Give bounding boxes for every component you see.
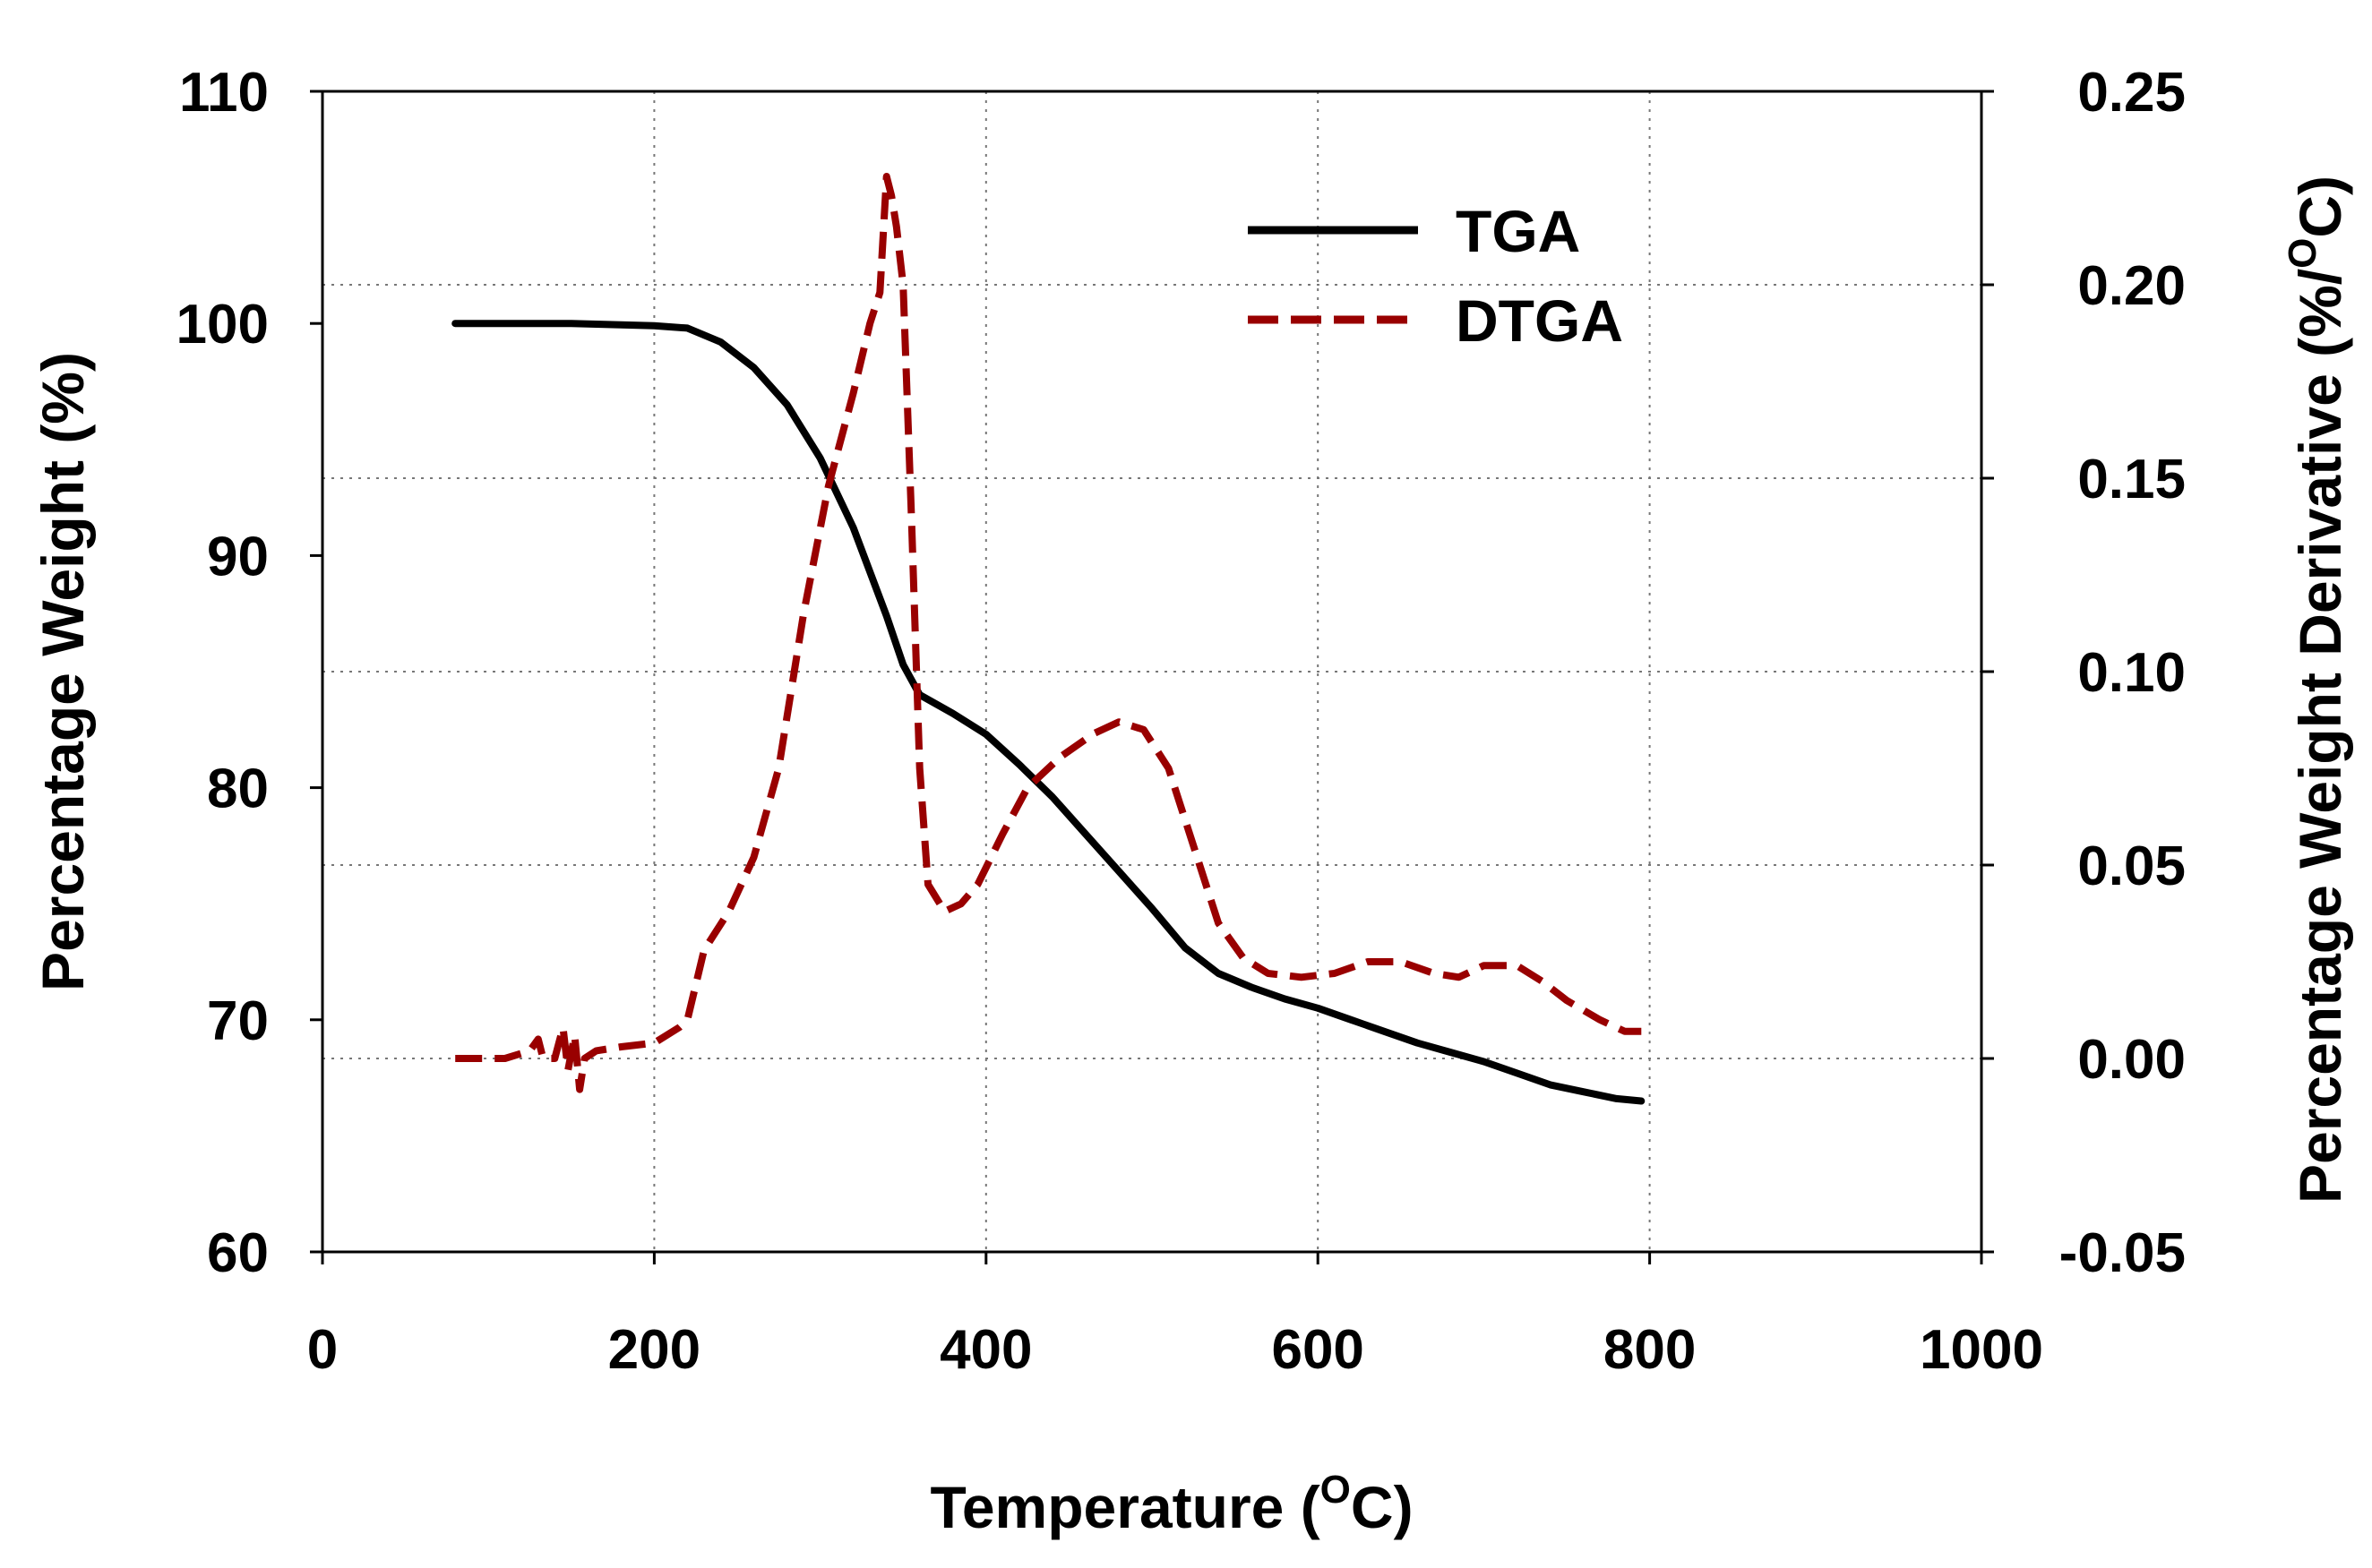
- y-right-tick-label: 0.20: [2077, 255, 2186, 317]
- y-right-tick-label: -0.05: [2059, 1222, 2186, 1284]
- x-tick-label: 1000: [1920, 1319, 2043, 1381]
- y-right-tick-label: 0.15: [2077, 449, 2186, 510]
- legend-label-dtga: DTGA: [1456, 287, 1623, 354]
- x-tick-label: 400: [940, 1319, 1032, 1381]
- y-right-tick-label: 0.25: [2077, 62, 2186, 124]
- x-tick-label: 800: [1603, 1319, 1696, 1381]
- series-lines: [451, 173, 1646, 1105]
- y-right-tick-label: 0.00: [2077, 1029, 2186, 1091]
- x-tick-label: 200: [608, 1319, 700, 1381]
- axes: 0 200 400 600 800 1000 60 70 80 90 100 110 -0.05 0.00…: [176, 62, 2186, 1381]
- y-left-tick-label: 70: [207, 990, 269, 1052]
- series-line-tga: [451, 320, 1646, 1105]
- y-left-tick-label: 100: [176, 294, 269, 356]
- y-left-tick-label: 90: [207, 526, 269, 587]
- x-tick-label: 600: [1271, 1319, 1363, 1381]
- grid: [322, 91, 1981, 1252]
- y-left-tick-label: 60: [207, 1222, 269, 1284]
- x-axis-title: Temperature (OC): [930, 1468, 1413, 1540]
- series-line-dtga: [455, 173, 1642, 1093]
- y-axis-left-title: Percentage Weight (%): [30, 352, 96, 991]
- legend-label-tga: TGA: [1456, 198, 1580, 264]
- y-axis-right-title: Percentage Weight Derivative (%/OC): [2281, 176, 2353, 1204]
- legend: TGA DTGA: [1248, 198, 1623, 354]
- y-left-tick-label: 80: [207, 758, 269, 820]
- x-tick-label: 0: [307, 1319, 338, 1381]
- y-right-tick-label: 0.10: [2077, 642, 2186, 704]
- y-right-tick-label: 0.05: [2077, 835, 2186, 897]
- y-left-tick-label: 110: [179, 62, 269, 124]
